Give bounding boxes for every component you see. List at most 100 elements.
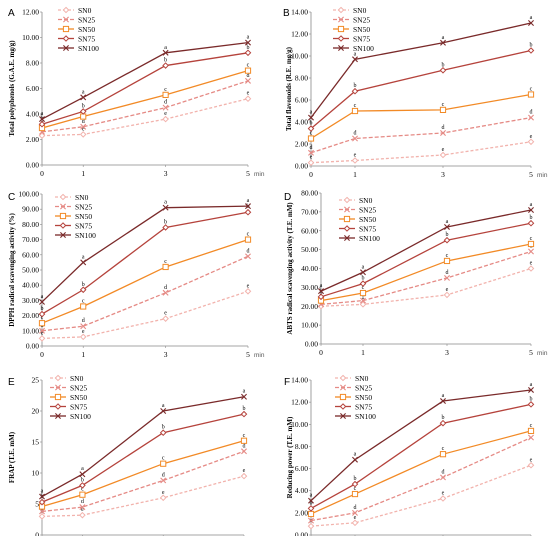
y-tick-label: 12.00 (291, 398, 308, 407)
y-axis-label: Total flavonoids (R.E. mg/g) (285, 46, 293, 131)
significance-label: a (320, 283, 323, 289)
data-point (159, 494, 167, 502)
legend-marker (339, 403, 347, 410)
panel-letter: B (283, 8, 290, 19)
significance-label: b (164, 219, 167, 225)
series-line (320, 209, 532, 292)
data-point (245, 39, 251, 46)
data-point (443, 257, 451, 265)
significance-label: c (442, 446, 445, 452)
data-point (439, 106, 447, 114)
legend-label: SN50 (78, 25, 95, 34)
legend-label: SN75 (78, 35, 95, 44)
data-point (527, 461, 535, 469)
significance-label: d (82, 119, 85, 125)
data-point (38, 310, 46, 318)
significance-label: c (310, 131, 313, 137)
y-tick-label: 8.00 (295, 442, 308, 451)
data-point (528, 434, 534, 441)
y-tick-label: 40.00 (301, 264, 318, 273)
series-line (320, 250, 532, 306)
significance-label: a (41, 111, 44, 117)
significance-label: a (247, 35, 250, 41)
data-point (444, 223, 450, 230)
data-point (162, 91, 169, 98)
data-point (39, 493, 45, 500)
significance-label: c (247, 232, 250, 238)
data-point (527, 401, 535, 408)
data-point (528, 114, 534, 121)
legend-marker (343, 225, 351, 232)
y-tick-label: 15 (32, 438, 40, 447)
y-tick-label: 50.00 (301, 245, 318, 254)
panel-letter: E (8, 377, 15, 388)
legend-label: SN50 (70, 393, 87, 402)
data-point (79, 108, 87, 115)
data-point (244, 236, 252, 243)
legend-label: SN0 (78, 6, 92, 15)
significance-label: e (243, 468, 246, 474)
data-point (527, 240, 535, 248)
x-tick-label: 5 (529, 170, 533, 179)
y-axis-label: ABTS radical scavenging activity (T.E. m… (286, 202, 294, 335)
significance-label: e (442, 147, 445, 153)
x-tick-label: 0 (319, 348, 323, 357)
y-tick-label: 10.00 (301, 321, 318, 330)
data-point (440, 398, 446, 405)
legend-label: SN50 (353, 25, 370, 34)
significance-label: b (446, 232, 449, 238)
significance-label: a (442, 393, 445, 399)
legend-label: SN100 (78, 44, 99, 53)
significance-label: a (354, 452, 357, 458)
significance-label: b (82, 282, 85, 288)
x-unit-label: min (254, 352, 265, 359)
legend-marker (337, 6, 345, 14)
data-point (307, 125, 315, 132)
significance-label: d (442, 469, 445, 475)
x-tick-label: 3 (164, 350, 168, 359)
y-tick-label: 100.00 (18, 190, 39, 199)
legend-marker (62, 6, 70, 14)
legend-marker (62, 25, 70, 33)
panel-e: E05101520250135minFRAP (T.E. mM)eeeedddd… (8, 374, 248, 536)
data-point (79, 471, 86, 478)
legend-label: SN100 (359, 234, 380, 243)
significance-label: d (247, 73, 250, 79)
data-point (352, 56, 358, 63)
y-tick-label: 0.00 (295, 531, 308, 536)
significance-label: a (442, 35, 445, 41)
significance-label: d (442, 125, 445, 131)
significance-label: e (530, 134, 533, 140)
series-line (41, 255, 249, 332)
data-point (39, 298, 45, 305)
legend-label: SN0 (359, 196, 373, 205)
significance-label: a (446, 219, 449, 225)
x-tick-label: 0 (40, 169, 44, 178)
x-tick-label: 1 (353, 170, 357, 179)
significance-label: c (354, 486, 357, 492)
significance-label: a (530, 202, 533, 208)
x-tick-label: 3 (445, 348, 449, 357)
legend-marker (59, 212, 67, 220)
data-point (79, 286, 87, 294)
x-tick-label: 1 (361, 348, 365, 357)
data-point (39, 116, 45, 123)
series-line (41, 450, 245, 513)
significance-label: a (164, 200, 167, 206)
y-tick-label: 0.00 (26, 161, 39, 170)
panel-b: B 0.00 2.00 4.00 6.00 8.00 10.00 12.00 14.00 0 1 3 5… (283, 6, 548, 179)
y-tick-label: 10.00 (291, 420, 308, 429)
data-point (308, 517, 314, 524)
significance-label: b (530, 215, 533, 221)
series-line (310, 403, 532, 509)
data-point (80, 303, 87, 310)
data-point (159, 429, 167, 437)
series-sn75: b b b b (38, 204, 252, 318)
significance-label: e (162, 490, 165, 496)
